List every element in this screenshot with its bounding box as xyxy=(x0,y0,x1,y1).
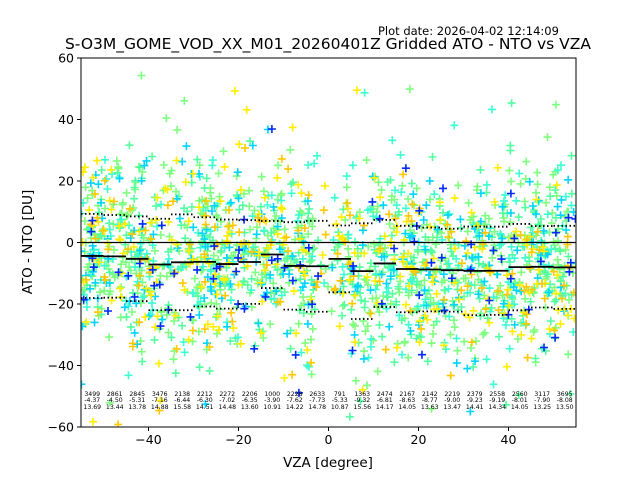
bin-std-label: 15.58 xyxy=(173,404,191,411)
bin-std-label: 14.48 xyxy=(218,404,236,411)
bin-std-label: 13.25 xyxy=(533,404,551,411)
bin-std-label: 14.41 xyxy=(466,404,484,411)
bin-statistics: 3499-4.3713.692861-4.5013.442845-5.3113.… xyxy=(83,391,573,411)
bin-std-label: 15.56 xyxy=(353,404,371,411)
bin-std-label: 14.05 xyxy=(398,404,416,411)
bin-std-label: 10.91 xyxy=(263,404,281,411)
bin-mean-label: -9.19 xyxy=(489,397,505,404)
bin-mean-label: -6.44 xyxy=(174,397,190,404)
bin-count-label: 2142 xyxy=(422,391,438,398)
bin-std-label: 14.05 xyxy=(511,404,529,411)
bin-mean-label: -9.32 xyxy=(354,397,370,404)
plot-date: Plot date: 2026-04-02 12:14:09 xyxy=(378,24,559,38)
bin-count-label: 2212 xyxy=(197,391,213,398)
bin-mean-label: -7.16 xyxy=(152,397,168,404)
bin-std-label: 14.78 xyxy=(308,404,326,411)
x-tick-label: 40 xyxy=(501,432,517,447)
bin-count-label: 2219 xyxy=(444,391,460,398)
scatter-points xyxy=(81,71,576,427)
bin-std-label: 13.69 xyxy=(83,404,101,411)
bin-mean-label: -6.35 xyxy=(242,397,258,404)
x-tick-label: −20 xyxy=(225,432,251,447)
bin-mean-label: -3.90 xyxy=(264,397,280,404)
bin-mean-label: -9.23 xyxy=(467,397,483,404)
bin-mean-label: -8.08 xyxy=(557,397,573,404)
bin-mean-label: -5.33 xyxy=(332,397,348,404)
bin-count-label: 2138 xyxy=(174,391,190,398)
y-tick-label: 0 xyxy=(66,235,74,250)
axis-ticks: −40 −20 0 20 40 −60 −40 −20 0 20 40 60 xyxy=(48,51,517,448)
bin-std-label: 14.34 xyxy=(488,404,506,411)
bin-count-label: 2228 xyxy=(287,391,303,398)
x-tick-label: −40 xyxy=(135,432,161,447)
bin-count-label: 1363 xyxy=(354,391,370,398)
bin-mean-label: -7.02 xyxy=(219,397,235,404)
y-tick-label: 60 xyxy=(58,51,74,66)
bin-mean-label: -4.50 xyxy=(107,397,123,404)
bin-count-label: 2845 xyxy=(129,391,145,398)
bin-std-label: 13.78 xyxy=(128,404,146,411)
y-tick-label: −20 xyxy=(48,297,74,312)
scatter-series-6 xyxy=(81,125,576,397)
bin-count-label: 2272 xyxy=(219,391,235,398)
bin-count-label: 2861 xyxy=(107,391,123,398)
bin-std-label: 14.17 xyxy=(376,404,394,411)
bin-count-label: 2560 xyxy=(512,391,528,398)
bin-count-label: 2379 xyxy=(467,391,483,398)
bin-count-label: 791 xyxy=(334,391,346,398)
bin-std-label: 14.51 xyxy=(196,404,214,411)
x-tick-label: 0 xyxy=(325,432,333,447)
bin-count-label: 3499 xyxy=(84,391,100,398)
bin-count-label: 3476 xyxy=(152,391,168,398)
chart-title: S-O3M_GOME_VOD_XX_M01_20260401Z Gridded … xyxy=(65,35,591,54)
scatter-series-5 xyxy=(82,144,576,427)
bin-count-label: 3695 xyxy=(557,391,573,398)
x-tick-label: 20 xyxy=(411,432,427,447)
bin-std-label: 13.50 xyxy=(556,404,574,411)
y-tick-label: −40 xyxy=(48,358,74,373)
y-axis-label: ATO - NTO [DU] xyxy=(20,190,36,295)
bin-count-label: 2167 xyxy=(399,391,415,398)
bin-mean-label: -7.73 xyxy=(309,397,325,404)
bin-std-label: 13.63 xyxy=(421,404,439,411)
x-axis-label: VZA [degree] xyxy=(283,455,373,471)
bin-count-label: 2206 xyxy=(242,391,258,398)
bin-mean-label: -8.01 xyxy=(512,397,528,404)
bin-mean-label: -8.77 xyxy=(422,397,438,404)
bin-count-label: 1000 xyxy=(264,391,280,398)
bin-std-label: 10.87 xyxy=(331,404,349,411)
bin-std-label: 14.22 xyxy=(286,404,304,411)
bin-mean-label: -5.31 xyxy=(129,397,145,404)
bin-std-label: 13.47 xyxy=(443,404,461,411)
bin-count-label: 2633 xyxy=(309,391,325,398)
bin-mean-label: -7.62 xyxy=(287,397,303,404)
y-tick-label: 40 xyxy=(58,112,74,127)
y-tick-label: −60 xyxy=(48,420,74,435)
bin-mean-label: -4.37 xyxy=(84,397,100,404)
bin-mean-label: -7.90 xyxy=(534,397,550,404)
bin-count-label: 3117 xyxy=(534,391,550,398)
scatter-series-3 xyxy=(81,125,576,416)
bin-std-label: 13.44 xyxy=(106,404,124,411)
bin-mean-label: -6.81 xyxy=(377,397,393,404)
bin-count-label: 2474 xyxy=(377,391,393,398)
bin-lines xyxy=(81,212,576,320)
bin-mean-label: -9.00 xyxy=(444,397,460,404)
bin-count-label: 2558 xyxy=(489,391,505,398)
bin-std-label: 13.60 xyxy=(241,404,259,411)
bin-mean-label: -6.30 xyxy=(197,397,213,404)
bin-mean-label: -8.63 xyxy=(399,397,415,404)
y-tick-label: 20 xyxy=(58,174,74,189)
bin-std-label: 14.88 xyxy=(151,404,169,411)
